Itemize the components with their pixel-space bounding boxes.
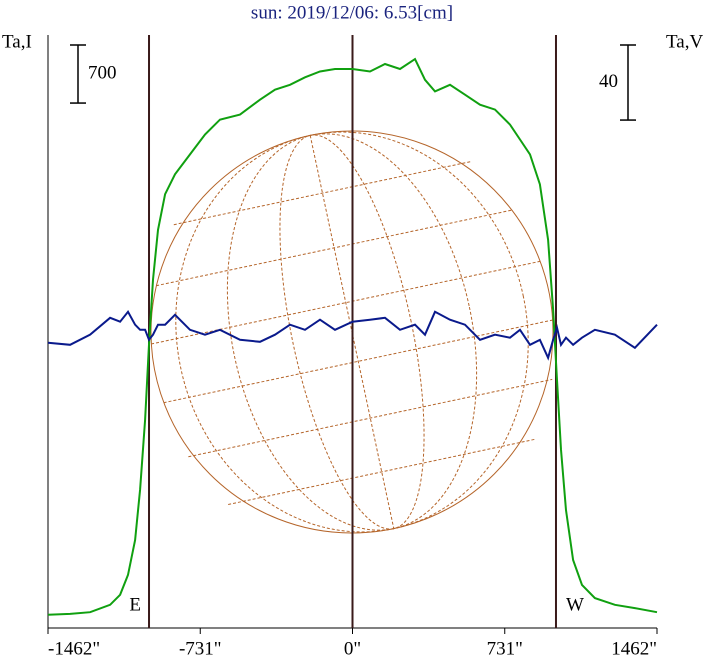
parallel xyxy=(228,438,536,506)
sun-disk xyxy=(150,130,554,534)
y-scale-label: 700 xyxy=(88,62,117,83)
series-line xyxy=(47,310,658,361)
y2-scale-label: 40 xyxy=(599,71,618,92)
y2-axis-label: Ta,V xyxy=(666,31,703,52)
x-tick-label: 731" xyxy=(487,638,523,659)
annotation: W xyxy=(566,594,584,615)
parallel xyxy=(188,378,553,458)
disk-grid xyxy=(151,131,553,533)
series-line xyxy=(47,57,658,616)
x-tick-label: 1462" xyxy=(611,638,657,659)
parallel xyxy=(155,209,513,287)
y-axis-label: Ta,I xyxy=(2,31,32,52)
parallel xyxy=(163,319,553,404)
parallel xyxy=(173,161,472,226)
chart-title: sun: 2019/12/06: 6.53[cm] xyxy=(251,2,453,23)
x-tick-label: 0" xyxy=(344,638,361,659)
x-tick-label: -1462" xyxy=(48,638,100,659)
x-tick-label: -731" xyxy=(179,638,222,659)
annotation: E xyxy=(129,594,141,615)
